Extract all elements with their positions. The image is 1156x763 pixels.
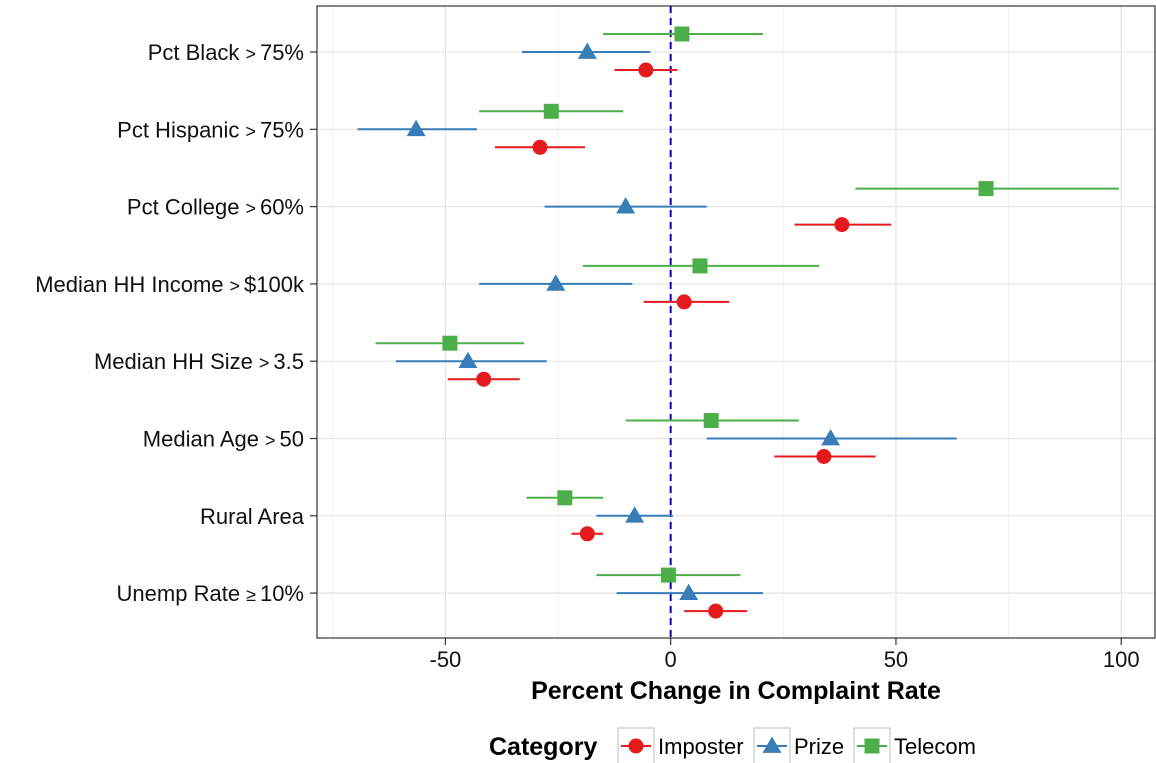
point-telecom — [692, 258, 708, 274]
x-tick-label: 0 — [665, 647, 677, 672]
point-prize — [821, 429, 841, 446]
x-axis: -50 0 50 100 — [430, 638, 1140, 672]
plot-background — [317, 6, 1155, 638]
point-telecom — [557, 490, 573, 506]
x-tick-label: 100 — [1103, 647, 1140, 672]
point-imposter — [579, 526, 595, 542]
point-imposter — [676, 294, 692, 310]
y-tick-label: Median HH Income > $100k — [35, 272, 305, 297]
legend-title: Category — [489, 733, 597, 761]
point-prize — [616, 197, 636, 214]
y-tick-label: Pct Hispanic >75% — [117, 117, 304, 142]
point-imposter — [834, 217, 850, 233]
point-imposter — [708, 603, 724, 619]
y-tick-label: Median Age >50 — [143, 427, 304, 452]
point-prize — [546, 274, 566, 291]
point-prize — [625, 506, 645, 523]
point-telecom — [442, 335, 458, 351]
point-imposter — [638, 62, 654, 78]
y-tick-label: Unemp Rate ≥10% — [117, 581, 304, 606]
point-telecom — [660, 567, 676, 583]
y-tick-label: Pct Black >75% — [148, 40, 304, 65]
y-tick-label: Pct College >60% — [127, 195, 304, 220]
point-telecom — [978, 181, 994, 197]
x-tick-label: -50 — [430, 647, 462, 672]
point-imposter — [816, 449, 832, 464]
point-telecom — [703, 413, 719, 428]
point-imposter — [476, 371, 492, 387]
legend-marker-telecom — [864, 738, 880, 754]
point-prize — [679, 583, 699, 600]
y-tick-label: Rural Area — [200, 504, 305, 529]
legend-label-prize: Prize — [794, 734, 844, 759]
point-imposter — [532, 139, 548, 155]
x-axis-title: Percent Change in Complaint Rate — [531, 677, 941, 705]
point-prize — [458, 351, 478, 369]
legend-marker-prize — [762, 736, 782, 753]
y-tick-label: Median HH Size >3.5 — [94, 349, 304, 374]
point-prize — [577, 42, 597, 59]
legend-label-imposter: Imposter — [658, 734, 744, 759]
y-axis-labels: Pct Black >75% Pct Hispanic >75% Pct College… — [35, 40, 317, 606]
plot-panel-border — [316, 5, 1156, 639]
x-tick-label: 50 — [884, 647, 908, 672]
point-prize — [406, 119, 426, 137]
point-telecom — [674, 26, 690, 42]
legend-marker-imposter — [628, 738, 644, 754]
legend-label-telecom: Telecom — [894, 734, 976, 759]
legend: Category Imposter Prize Telecom — [489, 727, 976, 763]
point-telecom — [543, 103, 559, 119]
point-markers — [406, 26, 994, 619]
